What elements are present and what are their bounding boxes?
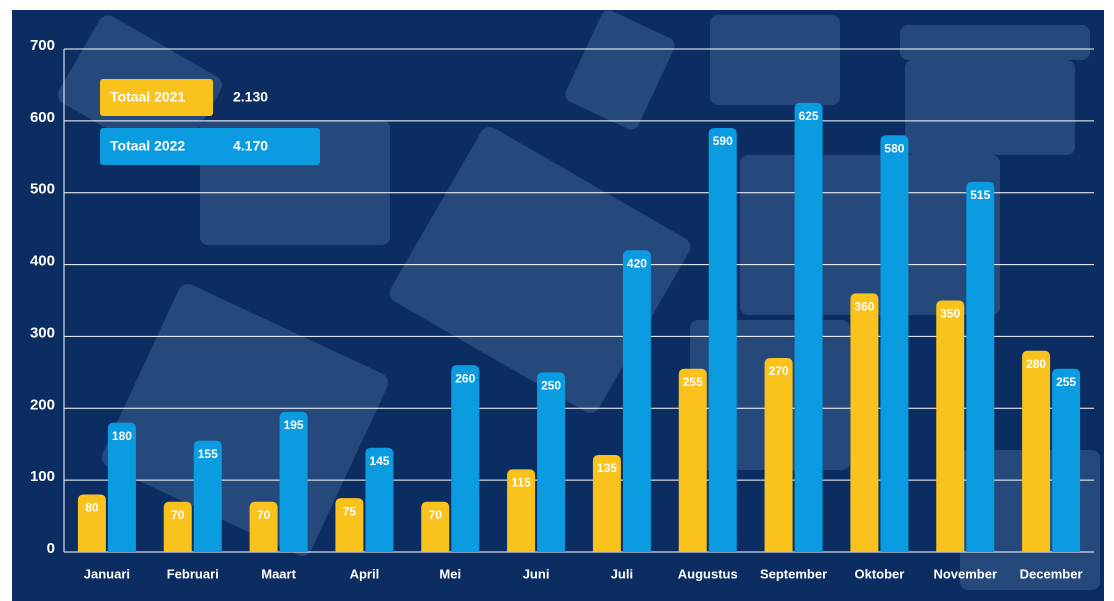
y-tick-label: 600 [30,109,55,126]
bar [795,103,823,552]
value-label: 195 [284,418,304,432]
x-tick-label: Februari [167,566,219,581]
value-label: 255 [1056,375,1076,389]
bar [679,369,707,552]
x-tick-label: November [933,566,997,581]
page: {"chart_data": {"type": "bar", "categori… [0,0,1114,601]
value-label: 115 [511,476,531,490]
x-tick-label: Januari [84,566,130,581]
value-label: 250 [541,379,561,393]
value-label: 420 [627,256,647,270]
value-label: 515 [970,188,990,202]
bar [880,135,908,552]
value-label: 70 [171,508,185,522]
value-label: 270 [769,364,789,378]
x-tick-label: Oktober [854,566,904,581]
bar [451,365,479,552]
value-label: 145 [369,454,389,468]
value-label: 155 [198,447,218,461]
x-tick-label: Juni [523,566,550,581]
bar [280,412,308,552]
y-tick-label: 700 [30,37,55,54]
x-tick-label: September [760,566,827,581]
bar [709,128,737,552]
value-label: 260 [455,371,475,385]
value-label: 580 [884,141,904,155]
value-label: 80 [85,501,99,515]
value-label: 70 [429,508,443,522]
x-tick-label: April [350,566,380,581]
bar [765,358,793,552]
y-tick-label: 0 [47,540,55,557]
y-tick-label: 500 [30,181,55,198]
bar [936,301,964,553]
value-label: 180 [112,429,132,443]
value-label: 135 [597,461,617,475]
legend-label: Totaal 2021 [110,89,185,105]
y-tick-label: 300 [30,324,55,341]
x-tick-label: December [1020,566,1083,581]
chart: Totaal 2021 2.130 Totaal 2022 4.170 0 100… [0,0,1114,601]
legend-total: 2.130 [233,89,268,105]
value-label: 360 [854,299,874,313]
value-label: 590 [713,134,733,148]
bar [1022,351,1050,552]
legend-label: Totaal 2022 [110,138,185,154]
x-tick-label: Maart [261,566,296,581]
bar [966,182,994,552]
y-tick-label: 100 [30,468,55,485]
bar [537,372,565,552]
x-tick-label: Mei [439,566,461,581]
value-label: 625 [799,109,819,123]
y-tick-label: 400 [30,253,55,270]
x-tick-label: Juli [611,566,633,581]
bar [623,250,651,552]
value-label: 280 [1026,357,1046,371]
bar [1052,369,1080,552]
value-label: 70 [257,508,271,522]
y-tick-label: 200 [30,396,55,413]
value-label: 75 [343,504,357,518]
x-tick-label: Augustus [678,566,738,581]
bar [850,293,878,552]
legend-total: 4.170 [233,138,268,154]
value-label: 350 [940,307,960,321]
value-label: 255 [683,375,703,389]
